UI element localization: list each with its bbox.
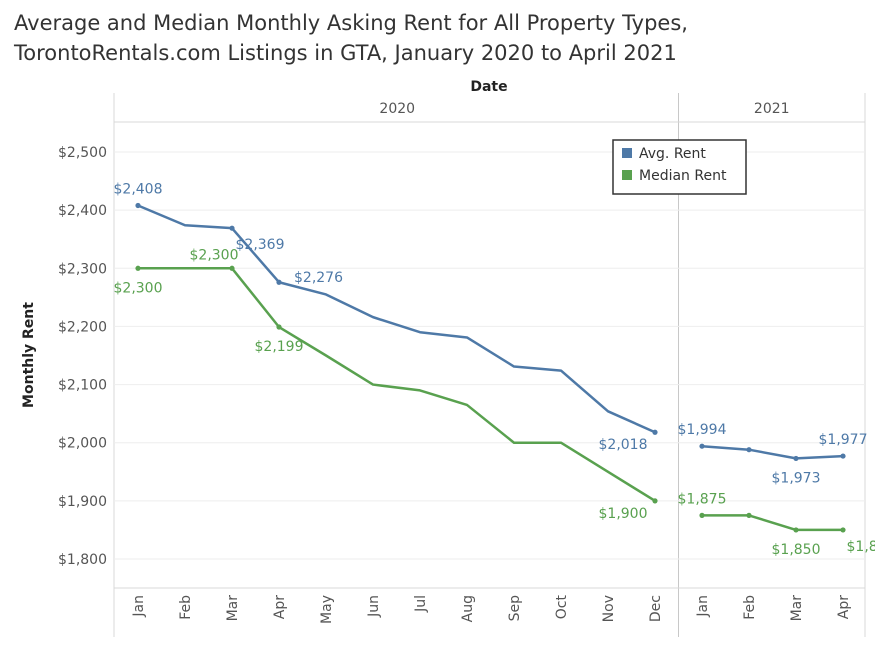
y-tick-label: $2,400: [58, 203, 107, 219]
avg-rent-data-label: $2,408: [114, 181, 163, 197]
x-tick-label: Mar: [789, 595, 805, 622]
x-tick-label: Mar: [225, 595, 241, 622]
x-tick-label: Jan: [131, 595, 147, 618]
median-rent-data-label: $2,300: [190, 247, 239, 263]
year-header-2020: 2020: [379, 101, 415, 117]
avg-rent-data-label: $1,977: [819, 432, 868, 448]
x-tick-label: Nov: [601, 595, 617, 622]
avg-rent-point: [699, 443, 705, 449]
x-tick-label: Dec: [648, 595, 664, 622]
median-rent-line: [138, 267, 656, 502]
avg-rent-point: [135, 202, 141, 209]
x-tick-label: Feb: [178, 595, 194, 620]
avg-rent-data-label: $2,276: [294, 270, 343, 286]
median-rent-point: [276, 324, 282, 330]
avg-rent-data-label: $2,018: [599, 437, 648, 453]
y-tick-label: $2,300: [58, 261, 107, 277]
legend-swatch-avg-rent: [622, 148, 632, 158]
x-tick-label: Apr: [836, 595, 852, 619]
median-rent-data-label: $1,850: [772, 542, 821, 558]
median-rent-point: [840, 527, 846, 533]
legend-label-median-rent: Median Rent: [639, 168, 727, 184]
median-rent-line: [702, 514, 843, 532]
x-tick-label: Sep: [507, 595, 523, 622]
avg-rent-point: [652, 429, 658, 435]
legend-label-avg-rent: Avg. Rent: [639, 146, 706, 162]
x-tick-label: May: [319, 595, 335, 624]
median-rent-point: [135, 265, 141, 271]
median-rent-point: [652, 498, 658, 504]
y-tick-label: $1,900: [58, 494, 107, 510]
x-tick-label: Apr: [272, 595, 288, 619]
median-rent-point: [699, 512, 705, 518]
median-rent-data-label: $2,199: [255, 339, 304, 355]
x-tick-label: Feb: [742, 595, 758, 620]
avg-rent-line: [701, 444, 844, 460]
x-tick-label: Jun: [366, 595, 382, 618]
median-rent-point: [746, 512, 752, 518]
x-tick-label: Aug: [460, 595, 476, 622]
avg-rent-data-label: $1,973: [772, 470, 821, 486]
x-tick-label: Jan: [695, 595, 711, 618]
x-axis-title: Date: [470, 79, 507, 95]
y-tick-label: $2,500: [58, 145, 107, 161]
avg-rent-point: [746, 447, 752, 453]
avg-rent-point: [793, 455, 799, 462]
median-rent-data-label: $1,875: [678, 491, 727, 507]
avg-rent-data-label: $2,369: [236, 237, 285, 253]
avg-rent-point: [276, 279, 282, 285]
chart-title-line-1: Average and Median Monthly Asking Rent f…: [14, 11, 688, 35]
median-rent-data-label: $2,300: [114, 280, 163, 296]
chart-title-line-2: TorontoRentals.com Listings in GTA, Janu…: [14, 41, 677, 65]
y-tick-label: $2,000: [58, 436, 107, 452]
median-rent-data-label: $1,900: [599, 506, 648, 522]
avg-rent-line: [137, 204, 656, 434]
x-tick-label: Oct: [554, 595, 570, 620]
median-rent-point: [229, 265, 235, 271]
median-rent-data-label: $1,850: [847, 539, 875, 555]
legend-swatch-median-rent: [622, 170, 632, 180]
y-tick-label: $2,200: [58, 319, 107, 335]
avg-rent-point: [840, 453, 846, 459]
x-tick-label: Jul: [413, 595, 429, 613]
avg-rent-point: [229, 225, 235, 231]
chart-title: Average and Median Monthly Asking Rent f…: [14, 8, 688, 68]
y-tick-label: $2,100: [58, 378, 107, 394]
legend-box: [612, 139, 747, 195]
y-axis-title: Monthly Rent: [21, 302, 37, 408]
year-header-2021: 2021: [754, 101, 790, 117]
median-rent-point: [793, 527, 799, 533]
y-tick-label: $1,800: [58, 552, 107, 568]
avg-rent-data-label: $1,994: [678, 422, 727, 438]
